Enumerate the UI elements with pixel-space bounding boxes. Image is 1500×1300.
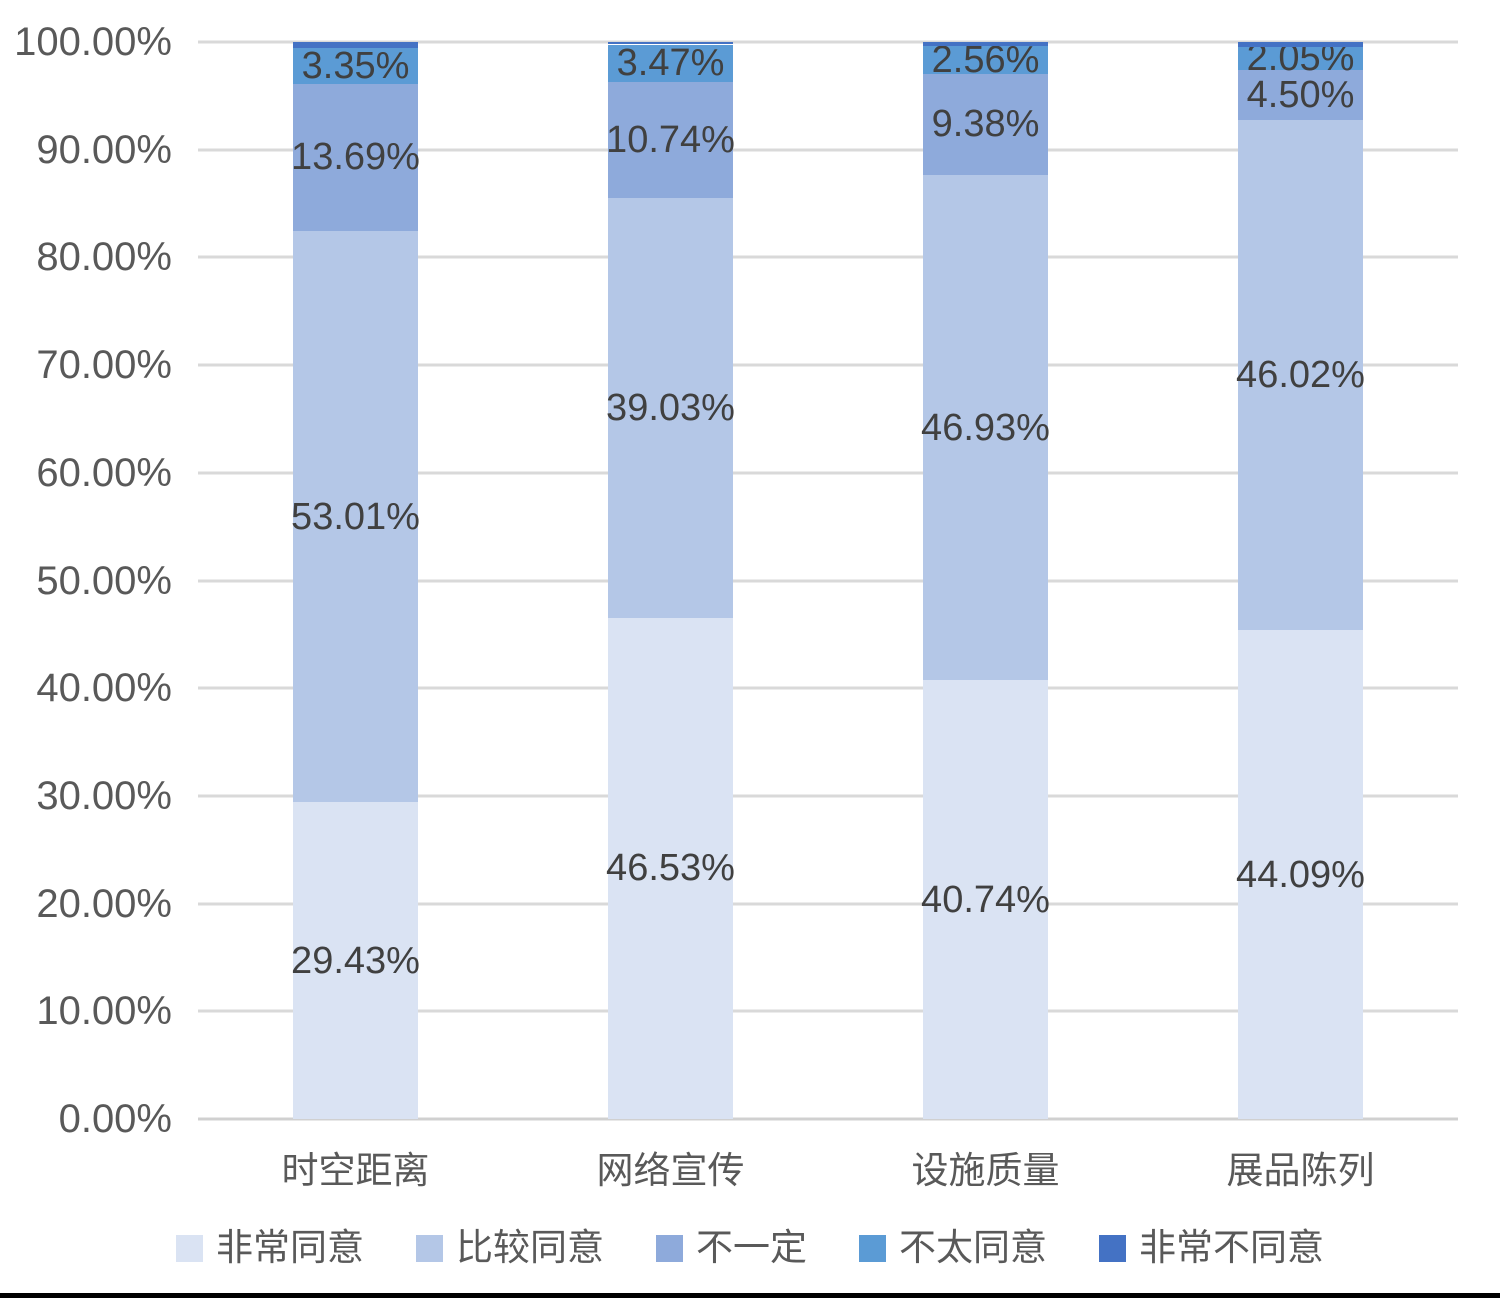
bar-segment-非常同意 (923, 680, 1048, 1119)
legend-label: 比较同意 (456, 1227, 604, 1268)
legend-item-比较同意: 比较同意 (416, 1226, 604, 1270)
legend-item-不一定: 不一定 (656, 1226, 807, 1270)
y-tick-label: 0.00% (58, 1097, 172, 1141)
bar-segment-不太同意 (608, 44, 733, 82)
gridline (198, 579, 1458, 582)
data-label: 46.53% (606, 847, 735, 890)
bar-slot: 46.53% 39.03% 10.74% 3.47% (513, 42, 828, 1119)
y-tick-label: 20.00% (36, 881, 172, 926)
x-axis-line (198, 1117, 1458, 1121)
gridline (198, 255, 1458, 259)
stacked-bar-时空距离: 29.43% 53.01% 13.69% 3.35% (291, 42, 420, 1119)
data-label: 40.74% (921, 878, 1050, 921)
gridline (198, 1009, 1458, 1013)
bar-slot: 40.74% 46.93% 9.38% 2.56% (828, 39, 1143, 1119)
category-label: 展品陈列 (1226, 1150, 1375, 1191)
y-tick-label: 60.00% (36, 450, 172, 495)
legend: 非常同意 比较同意 不一定 不太同意 非常不同意 (0, 1226, 1500, 1270)
data-label: 13.69% (291, 136, 420, 179)
bar-segment-比较同意 (1238, 119, 1363, 630)
legend-swatch-icon (859, 1234, 886, 1262)
bar-slot: 44.09% 46.02% 4.50% 2.05% (1143, 37, 1458, 1119)
gridline (198, 363, 1458, 367)
bar-segment-不太同意 (1238, 46, 1363, 70)
y-axis: 0.00% 10.00% 20.00% 30.00% 40.00% 50.00% 60.00… (0, 20, 172, 1141)
bar-segment-不太同意 (923, 46, 1048, 74)
x-axis: 时空距离 网络宣传 设施质量 展品陈列 (198, 1148, 1458, 1198)
category-label: 网络宣传 (596, 1150, 745, 1191)
bar-segment-不一定 (923, 73, 1048, 175)
legend-swatch-icon (1099, 1234, 1126, 1262)
data-label: 9.38% (931, 103, 1040, 146)
bar-segment-非常同意 (1238, 629, 1363, 1119)
legend-label: 非常同意 (216, 1227, 364, 1268)
bar-segment-非常不同意 (1238, 42, 1363, 47)
legend-item-非常不同意: 非常不同意 (1099, 1226, 1324, 1270)
category-label: 时空距离 (281, 1150, 430, 1191)
bar-segment-比较同意 (608, 197, 733, 618)
data-label: 10.74% (606, 118, 735, 161)
data-label: 53.01% (291, 495, 420, 538)
bar-segment-不一定 (293, 83, 418, 232)
bar-segment-非常同意 (608, 617, 733, 1119)
category-label: 设施质量 (911, 1150, 1060, 1191)
stacked-bar-展品陈列: 44.09% 46.02% 4.50% 2.05% (1236, 37, 1365, 1119)
legend-item-不太同意: 不太同意 (859, 1226, 1047, 1270)
y-tick-label: 80.00% (36, 235, 172, 280)
y-tick-label: 100.00% (14, 20, 172, 64)
y-tick-label: 90.00% (36, 127, 172, 172)
data-label: 39.03% (606, 386, 735, 429)
legend-label: 不一定 (696, 1227, 807, 1268)
bar-segment-非常不同意 (923, 42, 1048, 47)
y-tick-label: 10.00% (36, 989, 172, 1034)
gridline (198, 794, 1458, 798)
stacked-bar-设施质量: 40.74% 46.93% 9.38% 2.56% (921, 39, 1050, 1119)
data-label: 3.35% (301, 44, 410, 87)
bar-slot: 29.43% 53.01% 13.69% 3.35% (198, 42, 513, 1119)
y-tick-label: 50.00% (36, 558, 172, 603)
legend-swatch-icon (176, 1234, 203, 1262)
bottom-rule (0, 1293, 1500, 1298)
data-label: 46.02% (1236, 353, 1365, 396)
bar-segment-不一定 (608, 81, 733, 198)
bar-segment-非常不同意 (608, 42, 733, 45)
gridline (198, 148, 1458, 152)
legend-item-非常同意: 非常同意 (176, 1226, 364, 1270)
gridline (198, 902, 1458, 906)
bar-segment-比较同意 (293, 231, 418, 803)
data-label: 4.50% (1246, 73, 1355, 116)
y-tick-label: 70.00% (36, 343, 172, 388)
bar-segment-非常同意 (293, 802, 418, 1119)
y-tick-label: 30.00% (36, 773, 172, 818)
gridline (198, 686, 1458, 690)
y-tick-label: 40.00% (36, 666, 172, 711)
legend-label: 不太同意 (899, 1227, 1047, 1268)
data-label: 29.43% (291, 939, 420, 982)
gridline (198, 471, 1458, 475)
data-label: 3.47% (616, 42, 725, 85)
data-label: 46.93% (921, 406, 1050, 449)
bar-segment-不一定 (1238, 69, 1363, 120)
legend-label: 非常不同意 (1139, 1227, 1324, 1268)
stacked-bar-网络宣传: 46.53% 39.03% 10.74% 3.47% (606, 42, 735, 1119)
gridline (198, 40, 1458, 44)
bar-segment-不太同意 (293, 47, 418, 84)
data-label: 44.09% (1236, 853, 1365, 896)
plot-area: 29.43% 53.01% 13.69% 3.35% 46.53% 39.03% 10.74… (198, 37, 1458, 1121)
bar-segment-非常不同意 (293, 42, 418, 48)
legend-swatch-icon (656, 1234, 683, 1262)
bar-segment-比较同意 (923, 174, 1048, 681)
legend-swatch-icon (416, 1234, 443, 1262)
